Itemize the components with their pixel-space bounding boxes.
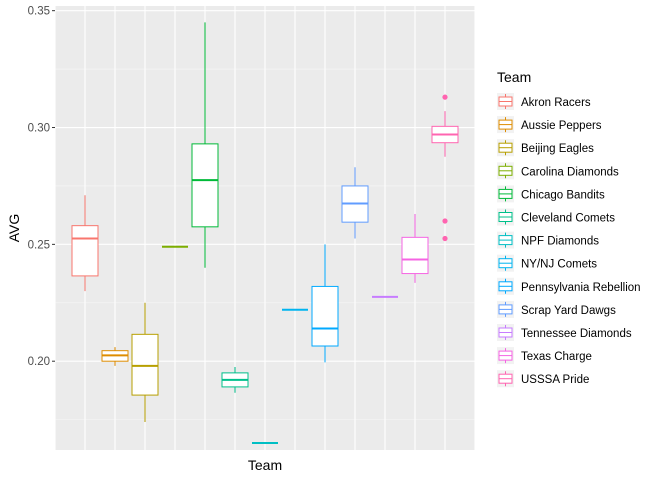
boxes [71,22,459,444]
legend-key [497,324,514,341]
legend-key [497,347,514,365]
y-tick-label: 0.30 [28,123,50,135]
legend-key [497,139,514,157]
legend-key [497,254,514,272]
legend-label: Tennessee Diamonds [521,328,632,340]
legend-key [497,208,514,226]
legend-label: Aussie Peppers [521,120,602,132]
box-iqr [401,236,429,275]
box-iqr [311,285,339,347]
box-texas-charge [401,213,429,283]
legend-label: Scrap Yard Dawgs [521,305,616,317]
legend-key [497,116,514,134]
box-aussie-peppers [101,347,129,366]
legend: Team Akron Racers Aussie Peppers Beijing E… [497,69,641,388]
box-cleveland-comets [221,367,249,393]
legend-label: USSSA Pride [521,374,589,386]
outlier-point [442,218,448,224]
outlier-point [442,94,448,100]
legend-title: Team [497,69,531,85]
box-pennsylvania-rebellion [311,244,339,363]
legend-label: Beijing Eagles [521,143,594,155]
legend-label: NY/NJ Comets [521,259,597,271]
box-iqr [131,333,159,396]
box-usssa-pride [431,94,459,242]
legend-key [497,277,514,295]
y-tick-label: 0.20 [28,356,50,368]
box-akron-racers [71,195,99,292]
box-iqr [71,225,99,277]
legend-key [497,231,514,249]
legend-label: Akron Racers [521,97,591,109]
legend-key [497,185,514,203]
box-scrap-yard-dawgs [341,167,369,239]
legend-label: NPF Diamonds [521,236,599,248]
y-tick-label: 0.35 [28,6,50,18]
x-axis-title: Team [248,457,282,473]
box-chicago-bandits [191,22,219,268]
box-iqr [191,143,219,228]
box-beijing-eagles [131,302,159,422]
legend-label: Pennsylvania Rebellion [521,282,641,294]
y-axis: 0.20 0.25 0.30 0.35 [28,6,55,368]
legend-label: Carolina Diamonds [521,166,619,178]
legend-key [497,93,514,110]
legend-key [497,162,514,180]
y-axis-title: AVG [6,214,22,243]
legend-key [497,370,514,388]
outlier-point [442,235,448,242]
y-tick-label: 0.25 [28,239,50,251]
legend-key [497,300,514,318]
legend-label: Texas Charge [521,351,592,363]
legend-label: Cleveland Comets [521,213,615,225]
legend-label: Chicago Bandits [521,189,605,201]
